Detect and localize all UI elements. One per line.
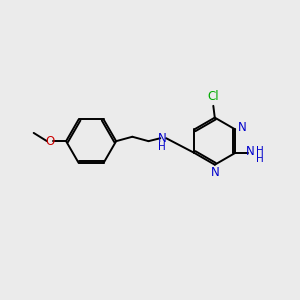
Text: Cl: Cl xyxy=(208,91,219,103)
Text: N: N xyxy=(210,166,219,179)
Text: H: H xyxy=(256,154,263,164)
Text: N: N xyxy=(245,145,254,158)
Text: H: H xyxy=(256,146,263,156)
Text: O: O xyxy=(45,135,55,148)
Text: N: N xyxy=(238,122,246,134)
Text: N: N xyxy=(158,132,166,145)
Text: H: H xyxy=(158,142,166,152)
